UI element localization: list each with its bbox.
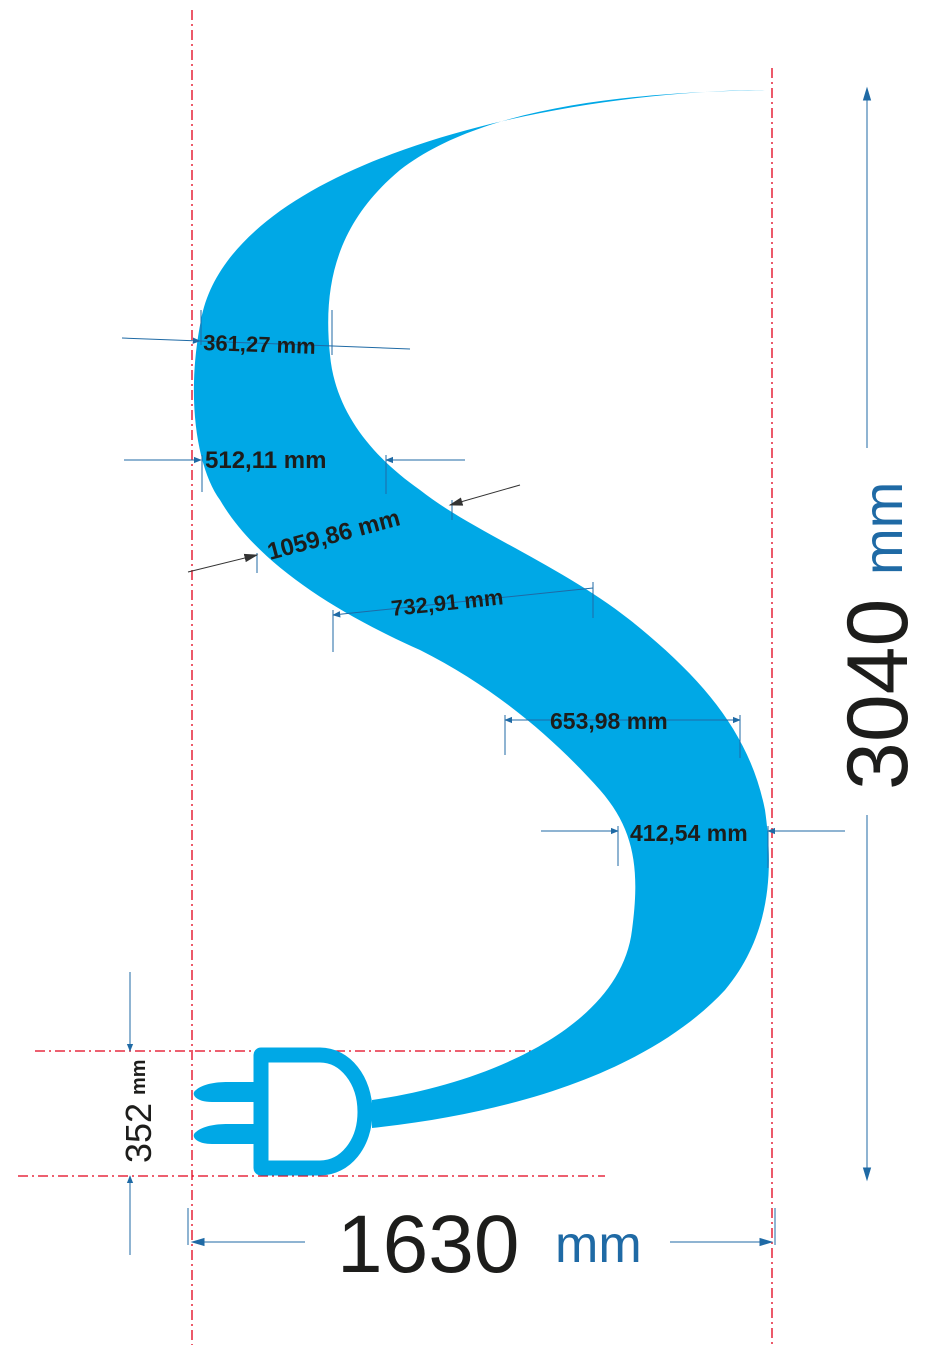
guide-lines [18, 10, 773, 1345]
measurement-label: 412,54 mm [630, 820, 748, 846]
measurement-label: 653,98 mm [550, 708, 668, 734]
height-value: 3040 [830, 599, 926, 790]
plug-icon [253, 1047, 373, 1176]
width-unit: mm [555, 1216, 642, 1274]
height-dimension: 3040 mm [830, 482, 926, 790]
measurement-label: 361,27 mm [203, 330, 316, 359]
diagonal-dimension-arrows [187, 484, 521, 573]
s-shape [193, 90, 769, 1128]
plug-height-value: 352 [118, 1103, 159, 1163]
plug-height-dimension: 352 mm [118, 1059, 159, 1163]
height-unit: mm [851, 482, 914, 575]
width-value: 1630 [337, 1199, 519, 1290]
plug-height-unit: mm [128, 1059, 150, 1095]
measurement-label: 512,11 mm [205, 447, 326, 474]
width-dimension: 1630 mm [337, 1199, 642, 1290]
plug-prongs [193, 1082, 254, 1144]
